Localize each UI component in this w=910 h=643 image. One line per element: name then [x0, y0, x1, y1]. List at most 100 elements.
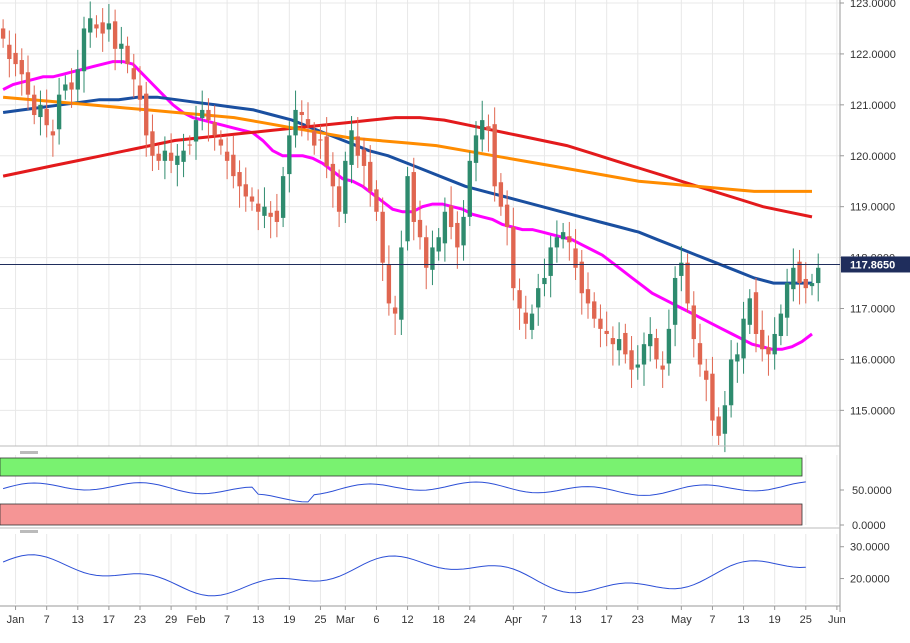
candle-body [629, 350, 634, 370]
candle-body [791, 267, 796, 290]
panel-drag-handle [20, 451, 38, 454]
x-tick-label: 19 [769, 614, 781, 626]
panel-drag-handle [20, 530, 38, 533]
candle-body [200, 109, 205, 119]
candle-body [144, 93, 149, 136]
y-tick-label: 115.0000 [850, 405, 895, 417]
x-tick-label: 17 [103, 614, 115, 626]
x-tick-label: 18 [433, 614, 445, 626]
x-tick-label: Mar [336, 614, 355, 626]
candle-body [604, 330, 609, 334]
candle-body [480, 120, 485, 140]
rsi-y-tick-label: 0.0000 [852, 520, 886, 532]
candle-body [293, 109, 298, 136]
candle-body [392, 307, 398, 314]
x-tick-label: 7 [44, 614, 50, 626]
candle-body [212, 122, 217, 136]
candle-body [797, 261, 802, 284]
candle-body [256, 203, 261, 212]
candle-body [156, 153, 161, 161]
x-tick-label: 13 [252, 614, 264, 626]
candle-body [187, 144, 192, 146]
candle-body [554, 237, 560, 248]
x-tick-label: 13 [737, 614, 749, 626]
candle-body [716, 416, 721, 436]
candle-body [722, 405, 728, 434]
x-tick-label: 7 [541, 614, 547, 626]
candle-body [119, 43, 124, 49]
candle-body [7, 44, 12, 60]
osc-y-tick-label: 30.0000 [850, 542, 890, 554]
moving-average-line [2, 116, 813, 219]
candle-body [112, 21, 118, 49]
candle-body [473, 135, 479, 163]
rsi-line [2, 481, 806, 503]
candle-body [81, 28, 87, 72]
y-tick-label: 123.0000 [850, 0, 896, 10]
candle-body [343, 160, 348, 214]
candle-body [168, 152, 174, 161]
candle-body [648, 333, 653, 347]
candle-body [542, 277, 547, 285]
candle-body [19, 60, 24, 75]
candle-body [318, 139, 323, 141]
candle-body [772, 333, 777, 355]
candle-body [349, 130, 354, 165]
candle-body [573, 248, 578, 268]
candle-body [492, 124, 497, 187]
x-tick-label: May [671, 614, 692, 626]
price-tag-box [841, 256, 910, 273]
moving-average-line [2, 95, 812, 193]
candle-body [685, 262, 690, 304]
candle-body [25, 72, 31, 95]
candle-body [44, 108, 49, 126]
candle-body [592, 301, 597, 319]
candle-body [567, 236, 572, 243]
candle-body [741, 318, 746, 359]
candle-body [262, 206, 267, 216]
y-tick-label: 121.0000 [850, 100, 896, 112]
current-price-tag: 117.8650 [0, 256, 910, 273]
y-tick-label: 116.0000 [850, 354, 895, 366]
candle-body [386, 264, 392, 304]
x-tick-label: 23 [134, 614, 146, 626]
candle-body [529, 313, 535, 330]
candle-body [69, 82, 74, 90]
candle-body [623, 332, 628, 355]
candle-body [100, 22, 105, 34]
candle-body [330, 163, 336, 187]
candle-body [231, 154, 236, 177]
x-tick-label: 29 [165, 614, 177, 626]
x-tick-label: 25 [314, 614, 326, 626]
candle-body [560, 232, 566, 240]
candle-body [641, 344, 647, 365]
rsi-y-tick-label: 50.0000 [852, 485, 892, 497]
candle-body [548, 247, 553, 276]
candle-body [424, 237, 429, 268]
x-tick-label: Apr [505, 614, 522, 626]
candle-body [598, 318, 603, 329]
candle-body [368, 161, 373, 192]
x-axis: Jan 7 13 17 23 29 Feb 7 13 19 25 Mar 6 12 18 24 Apr 7 13 17… [7, 606, 846, 626]
candle-body [753, 292, 759, 334]
axis-layer: 123.0000 122.0000 121.0000 120.0000 119.0000… [0, 0, 896, 612]
candle-body [206, 109, 211, 121]
candle-body [150, 131, 155, 156]
candle-body [324, 136, 329, 166]
candle-body [455, 222, 460, 248]
candle-body [280, 176, 286, 218]
candle-body [461, 216, 466, 246]
x-tick-label: 6 [373, 614, 379, 626]
candle-body [355, 136, 360, 156]
candle-body [442, 211, 448, 244]
candle-body [175, 155, 180, 165]
candle-body [735, 354, 740, 362]
candle-body [436, 237, 441, 252]
candle-body [56, 94, 62, 130]
candle-body [536, 288, 541, 308]
candle-body [760, 329, 765, 350]
candle-body [523, 312, 528, 324]
candles-layer [0, 1, 821, 453]
